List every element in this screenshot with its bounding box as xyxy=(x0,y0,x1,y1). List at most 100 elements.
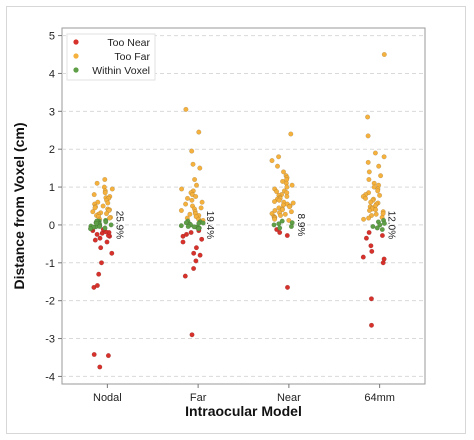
too-far-point xyxy=(290,200,296,206)
legend: Too Near Too Far Within Voxel xyxy=(66,33,156,81)
too-near-point xyxy=(97,235,103,241)
too-far-point xyxy=(378,173,384,179)
too-far-point xyxy=(90,209,96,215)
too-far-point xyxy=(179,186,185,192)
too-far-point xyxy=(381,52,387,58)
too-far-point xyxy=(288,209,294,215)
too-far-point xyxy=(275,163,281,169)
too-near-point xyxy=(369,248,375,254)
too-far-point xyxy=(189,197,195,203)
within-voxel-percent-labels: 25.9% 19.4% 8.9% 12.0% xyxy=(113,211,396,239)
too-near-point xyxy=(363,235,369,241)
too-far-point xyxy=(106,215,112,221)
within-voxel-percent-label: 12.0% xyxy=(386,211,397,239)
too-far-point xyxy=(365,133,371,139)
within-voxel-point xyxy=(97,223,103,229)
too-near-point xyxy=(285,284,291,290)
too-far-point xyxy=(280,178,286,184)
too-far-point xyxy=(372,150,378,156)
too-far-point xyxy=(278,212,284,218)
too-far-point xyxy=(284,184,290,190)
y-tick-label: 0 xyxy=(49,220,55,232)
too-near-point xyxy=(368,243,374,249)
data-points xyxy=(87,52,387,370)
too-far-point xyxy=(276,154,282,160)
too-far-point xyxy=(279,207,285,213)
too-near-point xyxy=(284,232,290,238)
too-far-point xyxy=(377,192,383,198)
too-far-point xyxy=(272,207,278,213)
y-tick-label: -3 xyxy=(45,334,55,346)
too-near-point xyxy=(366,229,372,235)
too-far-point xyxy=(373,207,379,213)
too-near-point xyxy=(98,260,104,266)
y-tick-label: -2 xyxy=(45,296,55,308)
legend-box xyxy=(66,33,156,81)
too-far-point xyxy=(276,197,282,203)
too-far-point xyxy=(365,159,371,165)
too-far-point xyxy=(289,182,295,188)
too-far-point xyxy=(178,207,184,213)
within-voxel-point xyxy=(374,225,380,231)
x-tick-label: 64mm xyxy=(364,392,395,404)
too-far-point xyxy=(371,184,377,190)
within-voxel-point xyxy=(196,226,202,232)
too-far-point xyxy=(274,189,280,195)
too-far-point xyxy=(366,169,372,175)
within-voxel-point xyxy=(178,223,184,229)
too-far-point xyxy=(367,207,373,213)
too-far-point xyxy=(368,199,374,205)
too-near-point xyxy=(92,237,98,243)
y-axis-title: Distance from Voxel (cm) xyxy=(11,122,27,289)
too-near-point xyxy=(379,232,385,238)
within-voxel-point xyxy=(381,220,387,226)
within-voxel-point xyxy=(108,222,114,228)
too-near-point xyxy=(183,231,189,237)
too-near-point xyxy=(96,271,102,277)
too-far-point xyxy=(269,158,275,164)
x-tick-label: Near xyxy=(277,392,301,404)
too-far-point xyxy=(105,200,111,206)
too-far-point xyxy=(94,180,100,186)
legend-label: Within Voxel xyxy=(92,65,150,77)
too-near-point xyxy=(381,256,387,262)
within-voxel-point xyxy=(87,226,93,232)
too-near-point xyxy=(360,254,366,260)
within-voxel-point xyxy=(379,226,385,232)
too-far-point xyxy=(183,201,189,207)
y-tick-label: -1 xyxy=(45,258,55,270)
too-far-point xyxy=(365,114,371,120)
x-axis-title: Intraocular Model xyxy=(185,403,302,419)
x-tick-label: Nodal xyxy=(93,392,122,404)
too-far-point xyxy=(272,198,278,204)
too-near-point xyxy=(105,353,111,359)
too-far-point xyxy=(190,161,196,167)
too-near-point xyxy=(193,258,199,264)
legend-marker xyxy=(73,39,79,45)
plot-area xyxy=(61,27,426,385)
x-axis: Nodal Far Near 64mm xyxy=(93,384,395,404)
too-far-point xyxy=(198,205,204,211)
too-near-point xyxy=(91,352,97,358)
too-near-point xyxy=(191,250,197,256)
too-far-point xyxy=(109,186,115,192)
too-far-point xyxy=(363,195,369,201)
too-near-point xyxy=(368,296,374,302)
too-far-point xyxy=(381,154,387,160)
within-voxel-point xyxy=(191,224,197,230)
too-near-point xyxy=(180,239,186,245)
too-far-point xyxy=(199,199,205,205)
within-voxel-point xyxy=(185,223,191,229)
too-far-point xyxy=(193,182,199,188)
too-far-point xyxy=(187,211,193,217)
y-axis: -4 -3 -2 -1 0 1 2 3 4 5 xyxy=(45,31,62,383)
y-tick-label: 4 xyxy=(49,68,55,80)
too-far-point xyxy=(375,188,381,194)
too-far-point xyxy=(281,169,287,175)
legend-label: Too Far xyxy=(114,51,150,63)
too-near-point xyxy=(197,252,203,258)
within-voxel-percent-label: 19.4% xyxy=(204,211,215,239)
too-far-point xyxy=(102,190,108,196)
within-voxel-percent-label: 8.9% xyxy=(295,214,306,237)
